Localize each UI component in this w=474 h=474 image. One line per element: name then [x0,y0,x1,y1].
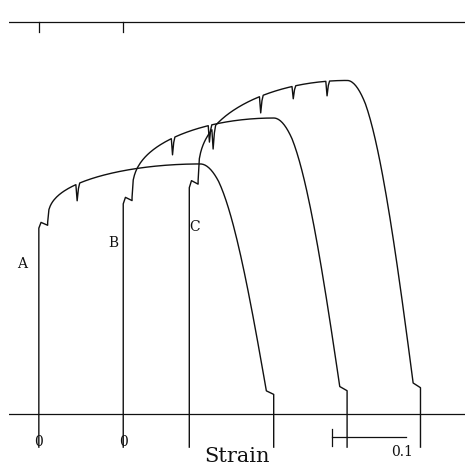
Text: B: B [109,237,118,250]
Text: C: C [189,220,200,234]
Text: 0.1: 0.1 [391,445,413,459]
Text: A: A [17,257,27,271]
Text: 0: 0 [35,435,43,449]
Text: 0: 0 [119,435,128,449]
Text: Strain: Strain [204,447,270,466]
